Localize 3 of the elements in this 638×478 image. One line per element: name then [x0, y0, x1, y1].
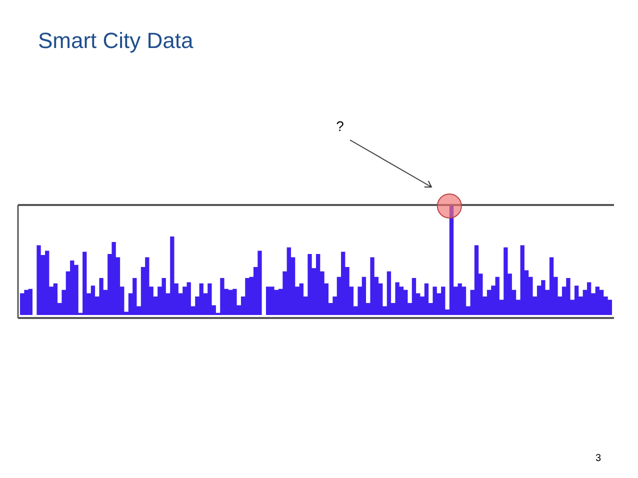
- text: 3: [595, 453, 602, 464]
- text: ?: [336, 118, 344, 134]
- chart-title: Smart City Data: [38, 28, 194, 53]
